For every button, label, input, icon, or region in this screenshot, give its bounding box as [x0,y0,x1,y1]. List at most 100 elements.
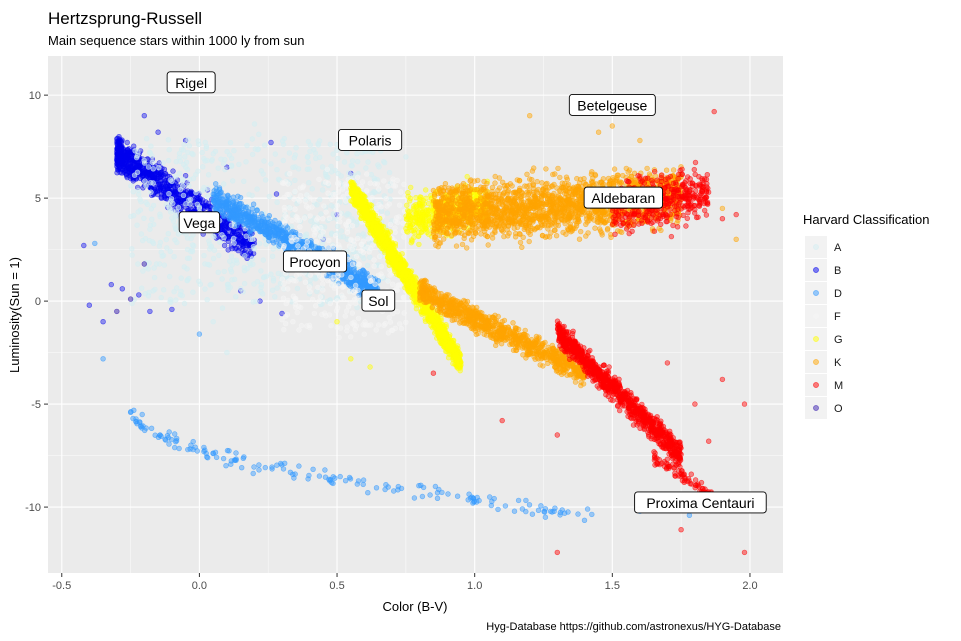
star-point-D [250,201,257,207]
star-point-F [364,188,370,194]
star-point-A [247,260,253,267]
star-point-A [178,275,184,281]
star-point-F [301,215,308,221]
star-point-F [361,331,367,337]
star-point-F [284,312,291,318]
star-point-A [211,234,217,240]
star-point-G [413,194,419,201]
star-point-F [321,310,328,316]
star-point-A [134,222,140,228]
star-point-F [401,234,407,240]
star-point-F [349,310,356,316]
star-point-B [160,188,167,194]
star-point-F [386,201,392,207]
star-point-G [392,243,398,249]
star-point-F [346,243,353,249]
star-point-A [268,161,274,167]
star-point-A [200,164,206,170]
star-point-F [398,189,404,195]
star-point-G [417,203,424,209]
star-point-A [167,177,174,183]
star-point-F [355,315,362,322]
star-point-G [422,207,428,213]
star-point-D [237,194,244,201]
star-point-A [363,165,369,171]
star-point-F [392,218,399,224]
star-point-A [148,143,154,149]
chart-title: Hertzsprung-Russell [48,9,202,28]
star-point-D [196,331,203,337]
star-point-A [260,274,267,281]
star-point-A [272,151,278,157]
star-point-F [360,238,366,244]
star-point-A [304,154,311,160]
star-point-F [345,218,352,225]
star-point-D [348,279,354,285]
star-point-A [217,239,223,245]
star-point-D [225,192,231,199]
star-point-A [160,160,166,166]
star-point-F [371,257,377,263]
star-point-A [355,158,361,165]
star-point-A [335,155,341,162]
star-point-A [261,158,267,164]
star-point-D [238,201,244,207]
star-point-A [168,299,174,305]
star-point-G [369,223,375,230]
star-point-G [449,341,456,347]
star-point-A [196,278,202,284]
star-point-A [231,148,237,154]
star-point-D [329,479,335,486]
star-point-B [124,139,130,146]
star-point-A [340,234,346,240]
star-point-F [326,245,332,251]
star-point-A [309,186,315,192]
star-point-F [341,283,347,289]
star-point-D [224,447,231,454]
star-point-D [364,282,370,289]
star-point-F [280,295,287,301]
star-point-G [408,184,414,191]
star-point-D [383,482,389,488]
star-point-A [180,192,187,199]
star-point-F [343,198,349,204]
star-point-B [273,191,280,197]
star-point-A [241,178,247,185]
star-point-F [354,174,361,181]
star-point-D [542,514,549,520]
star-point-A [275,176,282,183]
star-point-D [502,503,509,509]
star-point-F [288,276,294,283]
star-point-F [295,243,301,249]
star-point-A [142,235,149,242]
star-point-A [189,242,196,248]
star-point-G [416,241,422,248]
star-point-A [349,158,356,164]
star-point-D [223,463,229,469]
star-point-A [327,141,333,148]
star-point-F [332,232,339,239]
star-point-G [367,217,373,224]
star-point-D [278,460,284,467]
star-point-B [268,139,274,146]
star-point-B [225,247,231,253]
star-point-F [287,205,293,211]
star-point-F [386,314,392,321]
star-point-A [205,172,212,178]
star-point-A [132,148,138,154]
star-point-D [230,199,237,206]
star-point-A [317,154,323,161]
star-point-A [164,245,170,251]
star-point-F [397,321,403,327]
star-point-A [157,239,164,246]
star-point-D [190,438,196,445]
star-point-A [199,149,205,156]
star-point-A [228,253,235,259]
star-point-F [360,246,366,252]
star-point-F [281,204,288,211]
star-point-B [119,162,126,168]
star-point-F [327,300,334,307]
star-point-B [161,166,168,173]
star-point-F [353,282,359,289]
star-point-D [337,473,343,480]
